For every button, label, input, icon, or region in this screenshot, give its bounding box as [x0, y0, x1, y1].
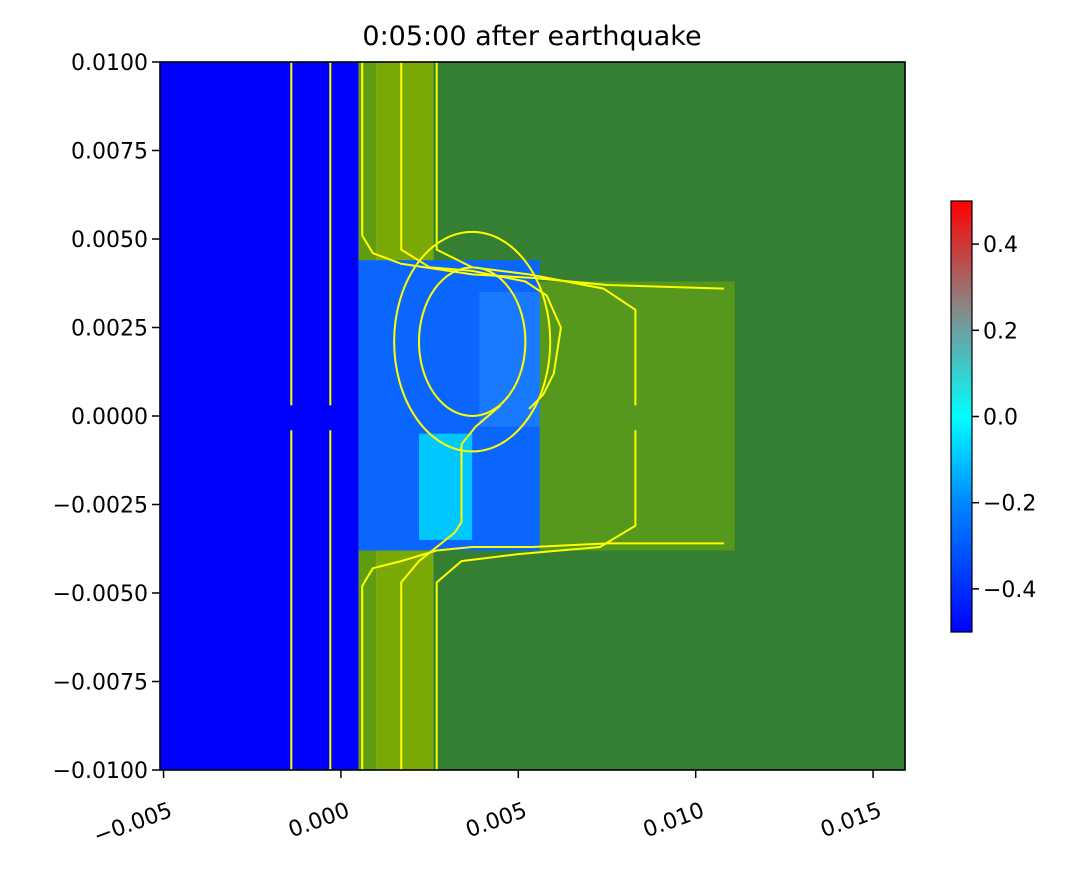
y-tick-label: 0.0050: [71, 228, 148, 253]
y-tick-label: −0.0075: [53, 671, 148, 696]
colorbar-tick-label: 0.4: [983, 233, 1018, 258]
contour-lower-1: [361, 542, 725, 770]
contour-lower-3: [435, 430, 637, 770]
y-tick-label: −0.0025: [53, 494, 148, 519]
region-bay-shallow: [418, 433, 473, 540]
chart-title: 0:05:00 after earthquake: [362, 21, 701, 52]
ring-inner: [417, 266, 527, 417]
region-bay-gradient: [479, 292, 540, 427]
y-axis: 0.0100 0.0075 0.0050 0.0025 0.0000 −0.0025 −0.…: [53, 51, 160, 784]
contour-upper-3: [435, 62, 637, 406]
contour-upper-2: [400, 62, 562, 410]
ring-outer: [393, 230, 552, 453]
contour-upper-1: [361, 62, 725, 290]
colorbar-tick-label: −0.2: [983, 492, 1036, 517]
y-tick-label: 0.0100: [71, 51, 148, 76]
contour-lower-2: [400, 404, 502, 770]
colorbar-tick-label: −0.4: [983, 578, 1036, 603]
plot-area: [160, 62, 905, 770]
y-tick-label: −0.0100: [53, 759, 148, 784]
region-deep-water: [160, 62, 359, 770]
colorbar-tick-label: 0.2: [983, 319, 1018, 344]
y-tick-label: −0.0050: [53, 582, 148, 607]
y-tick-label: 0.0025: [71, 317, 148, 342]
colorbar-tick-label: 0.0: [983, 406, 1018, 431]
y-tick-label: 0.0075: [71, 140, 148, 165]
colorbar: [950, 200, 973, 633]
y-tick-label: 0.0000: [71, 405, 148, 430]
colorbar-axis: 0.4 0.2 0.0 −0.2 −0.4: [972, 233, 1036, 603]
